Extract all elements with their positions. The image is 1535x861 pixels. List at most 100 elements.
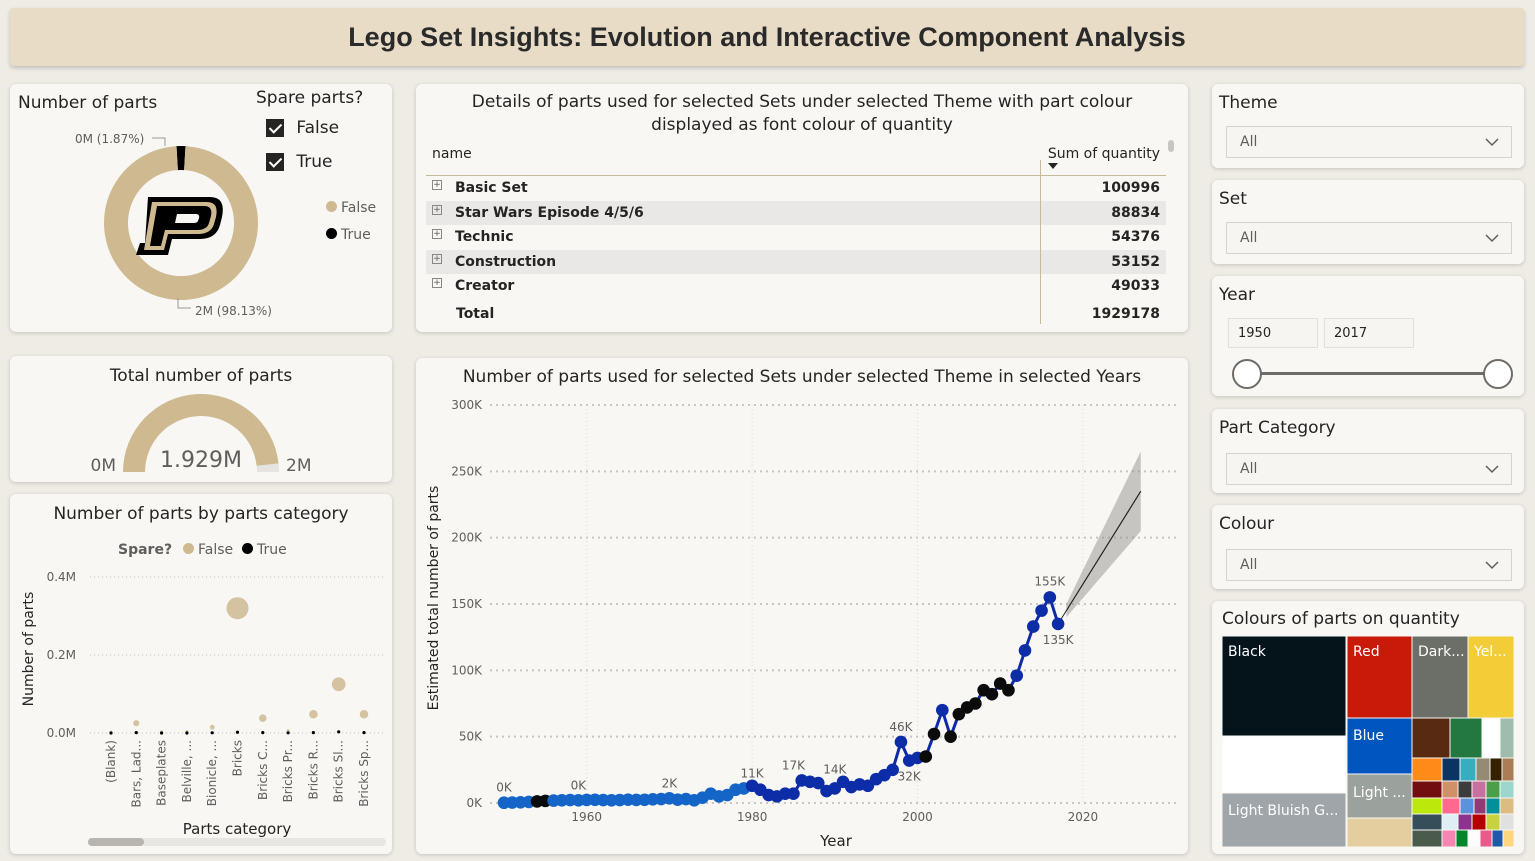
line-point[interactable] (1035, 604, 1048, 617)
table-row[interactable]: + Basic Set 100996 (426, 176, 1166, 201)
scatter-point[interactable] (261, 731, 265, 735)
scatter-point[interactable] (311, 731, 315, 735)
sort-desc-icon[interactable] (1048, 163, 1058, 169)
forecast-band (1066, 451, 1141, 618)
colour-dropdown[interactable]: All (1226, 549, 1512, 581)
year-range-handle-end[interactable] (1483, 359, 1513, 389)
line-point[interactable] (1018, 644, 1032, 657)
scatter-scrollbar[interactable] (88, 838, 386, 846)
gauge-fill (123, 393, 279, 472)
column-header-quantity[interactable]: Sum of quantity (1047, 146, 1160, 162)
spare-option-false[interactable]: False (266, 118, 386, 138)
gauge-max: 2M (286, 456, 311, 476)
treemap-cell-light-bluish-gray[interactable] (1221, 792, 1347, 848)
scatter-point[interactable] (134, 731, 138, 735)
scatter-scrollbar-thumb[interactable] (88, 838, 144, 846)
treemap-cell-tan[interactable] (1346, 817, 1413, 848)
donut-legend-false[interactable]: False (326, 200, 376, 216)
theme-dropdown[interactable]: All (1226, 126, 1512, 158)
gauge-chart[interactable]: 1.929M 0M 2M (10, 356, 392, 482)
line-point[interactable] (1043, 591, 1057, 604)
line-point[interactable] (1010, 669, 1024, 682)
line-x-tick: 1980 (737, 810, 768, 824)
year-range-track[interactable] (1246, 372, 1498, 375)
donut-legend-true[interactable]: True (326, 227, 376, 243)
line-point[interactable] (1002, 683, 1015, 697)
donut-card: Number of parts 0M (1.87%) 2M (98.13%) S… (10, 84, 392, 332)
scatter-legend-true[interactable]: True (241, 542, 287, 558)
table-row[interactable]: + Construction 53152 (426, 249, 1166, 274)
line-point[interactable] (936, 703, 949, 717)
scatter-point[interactable] (362, 731, 366, 735)
scatter-point[interactable] (185, 731, 189, 735)
treemap-card: Colours of parts on quantity (1212, 601, 1524, 854)
donut-label-large: 2M (98.13%) (195, 304, 272, 318)
line-point[interactable] (985, 687, 999, 701)
treemap-cell-dark[interactable] (1411, 635, 1469, 719)
donut-chart[interactable]: 0M (1.87%) 2M (98.13%) (10, 84, 392, 332)
expand-icon[interactable]: + (432, 253, 442, 264)
expand-icon[interactable]: + (432, 204, 442, 215)
table-row[interactable]: + Star Wars Episode 4/5/6 88834 (426, 200, 1166, 225)
line-point[interactable] (811, 776, 825, 790)
treemap-cell-blue[interactable] (1346, 717, 1413, 775)
expand-icon[interactable]: + (432, 278, 442, 288)
line-point[interactable] (969, 697, 982, 710)
scatter-point[interactable] (209, 724, 215, 730)
chevron-down-icon (1485, 234, 1499, 243)
scatter-point[interactable] (235, 730, 240, 734)
matrix-card: Details of parts used for selected Sets … (416, 84, 1188, 332)
row-quantity: 100996 (1101, 180, 1160, 196)
line-point[interactable] (919, 750, 933, 763)
scatter-point[interactable] (259, 714, 267, 722)
treemap-cell-yellow[interactable] (1467, 635, 1515, 719)
table-row[interactable]: + Creator 49033 (426, 274, 1166, 299)
part-category-dropdown[interactable]: All (1226, 453, 1512, 485)
scatter-title: Number of parts by parts category (53, 504, 349, 524)
donut-label-small: 0M (1.87%) (75, 132, 144, 146)
treemap[interactable]: Black Red Dark... Yel... Blue Light ... … (1212, 601, 1524, 854)
line-point[interactable] (894, 735, 908, 749)
year-from-input[interactable]: 1950 (1228, 318, 1318, 348)
line-point[interactable] (927, 727, 941, 741)
scatter-point[interactable] (210, 731, 214, 735)
year-to-input[interactable]: 2017 (1324, 318, 1414, 348)
scatter-point[interactable] (133, 720, 140, 727)
expand-icon[interactable]: + (432, 180, 442, 190)
set-dropdown[interactable]: All (1226, 222, 1512, 254)
scatter-point[interactable] (226, 597, 249, 620)
line-point[interactable] (944, 730, 957, 743)
scatter-point[interactable] (109, 731, 113, 735)
scatter-point[interactable] (160, 731, 164, 735)
donut-slice-true[interactable] (176, 146, 186, 171)
scatter-point[interactable] (309, 710, 318, 719)
scatter-x-tick: (Blank) (104, 740, 118, 783)
colour-slicer-card: Colour All (1212, 505, 1524, 589)
treemap-cell-white[interactable] (1221, 735, 1347, 794)
part-category-dropdown-value: All (1240, 461, 1258, 477)
expand-icon[interactable]: + (432, 229, 442, 239)
line-point[interactable] (787, 787, 800, 801)
year-range-handle-start[interactable] (1232, 359, 1262, 389)
matrix-scrollbar[interactable] (1168, 140, 1174, 152)
scatter-plot[interactable]: 0.4M 0.2M 0.0M Number of parts Parts categor… (10, 494, 392, 854)
checkbox-true[interactable] (266, 153, 284, 171)
table-row[interactable]: + Technic 54376 (426, 225, 1166, 250)
scatter-point[interactable] (359, 710, 369, 719)
line-chart[interactable]: 300K 250K 200K 150K 100K 50K 0K 1960 1980 2000 202… (416, 358, 1188, 854)
checkbox-false[interactable] (266, 119, 284, 137)
column-header-name[interactable]: name (432, 146, 472, 162)
scatter-point[interactable] (286, 731, 290, 735)
scatter-point[interactable] (331, 677, 346, 692)
spare-option-true[interactable]: True (266, 152, 386, 172)
scatter-y-tick: 0.0M (47, 726, 76, 740)
scatter-legend-false[interactable]: False (182, 542, 233, 558)
treemap-cell-red[interactable] (1346, 635, 1413, 719)
line-point[interactable] (1026, 620, 1040, 633)
scatter-point[interactable] (337, 730, 341, 734)
chevron-down-icon (1485, 465, 1499, 474)
treemap-cell-light[interactable] (1346, 773, 1413, 819)
line-point[interactable] (1051, 617, 1065, 631)
line-point[interactable] (886, 763, 899, 777)
donut-slice-false[interactable] (104, 146, 259, 300)
